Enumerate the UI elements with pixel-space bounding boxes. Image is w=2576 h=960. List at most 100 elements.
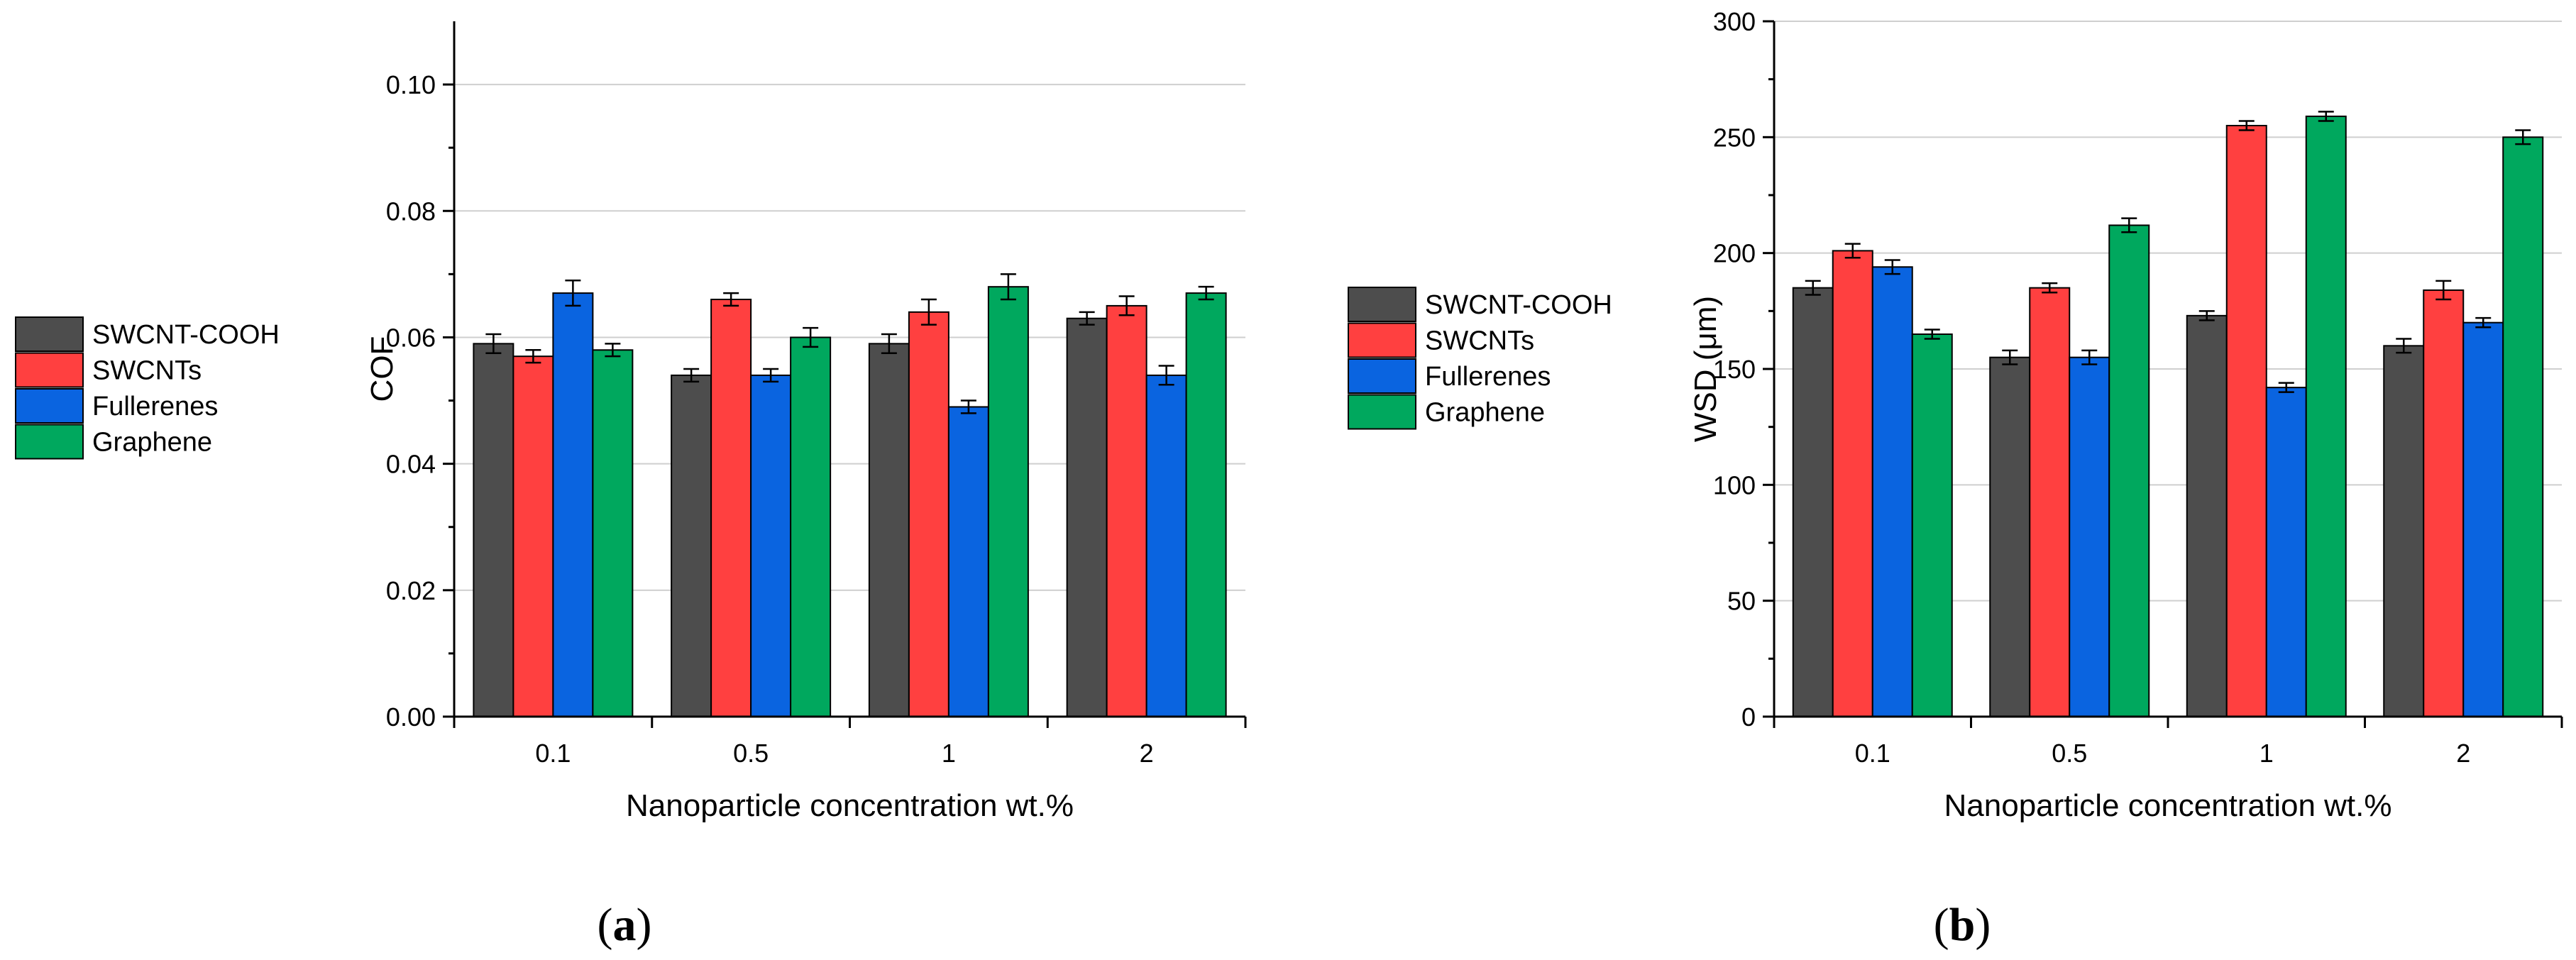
error-bar bbox=[2198, 310, 2215, 321]
bar-swcnt-cooh bbox=[2186, 314, 2228, 718]
error-bar bbox=[1079, 311, 1095, 326]
legend-swatch-swcnt-cooh bbox=[15, 316, 84, 352]
legend-label: Fullerenes bbox=[1425, 362, 1551, 392]
panel-caption: (a) bbox=[598, 899, 652, 951]
panel-caption: (b) bbox=[1934, 899, 1991, 951]
bar-swcnt-cooh bbox=[671, 374, 712, 718]
caption-open-paren: ( bbox=[1934, 899, 1949, 951]
bar-graphene bbox=[790, 336, 832, 718]
error-bar bbox=[2515, 129, 2531, 145]
error-bar bbox=[920, 298, 937, 326]
bar-graphene bbox=[2305, 115, 2347, 717]
bar-swcnt-cooh bbox=[2383, 345, 2425, 718]
error-bar bbox=[960, 399, 976, 414]
legend-label: Graphene bbox=[1425, 398, 1545, 428]
error-bar bbox=[2238, 120, 2255, 131]
x-tick-label: 0.5 bbox=[733, 739, 769, 768]
error-bar bbox=[565, 280, 581, 307]
y-tick-label: 0.00 bbox=[386, 702, 436, 732]
error-bar bbox=[1844, 243, 1861, 259]
x-tick-label: 1 bbox=[942, 739, 956, 768]
bar-swcnts bbox=[1106, 304, 1147, 717]
legend-swatch-graphene bbox=[15, 424, 84, 460]
bar-fullerenes bbox=[1145, 374, 1187, 718]
y-tick-label: 0.06 bbox=[386, 323, 436, 352]
legend-swatch-swcnt-cooh bbox=[1348, 287, 1416, 322]
bar-swcnt-cooh bbox=[1066, 317, 1108, 717]
legend-swatch-swcnts bbox=[1348, 322, 1416, 358]
y-tick-label: 200 bbox=[1713, 239, 1756, 268]
legend: SWCNT-COOH SWCNTs Fullerenes Graphene bbox=[15, 316, 280, 460]
panel-b-wsd-chart: 0 50 100 150 200 250 300 0.1 0.5 1 2 Nanoparticle c… bbox=[1348, 7, 2563, 951]
error-bar bbox=[485, 333, 502, 354]
error-bar bbox=[1158, 365, 1174, 386]
bar-swcnts bbox=[2029, 287, 2071, 717]
error-bar bbox=[2475, 316, 2492, 329]
error-bar bbox=[605, 343, 621, 358]
error-bar bbox=[683, 368, 700, 383]
bar-swcnt-cooh bbox=[1989, 356, 2031, 717]
bar-fullerenes bbox=[552, 292, 594, 718]
bar-fullerenes bbox=[2069, 356, 2110, 717]
y-tick-label: 0.08 bbox=[386, 197, 436, 226]
y-axis-title: COF bbox=[365, 336, 400, 402]
error-bar bbox=[2002, 349, 2018, 365]
legend: SWCNT-COOH SWCNTs Fullerenes Graphene bbox=[1348, 287, 1612, 430]
caption-close-paren: ) bbox=[1975, 899, 1991, 951]
legend-label: SWCNTs bbox=[1425, 326, 1534, 356]
bar-swcnts bbox=[2225, 125, 2267, 717]
bar-graphene bbox=[987, 286, 1029, 717]
legend-label: SWCNT-COOH bbox=[92, 320, 280, 350]
bar-graphene bbox=[592, 349, 634, 718]
x-tick-label: 0.1 bbox=[1855, 739, 1890, 768]
y-tick-label: 50 bbox=[1727, 587, 1756, 616]
bar-swcnts bbox=[512, 355, 554, 717]
y-tick-label: 0.04 bbox=[386, 450, 436, 479]
y-tick-label: 100 bbox=[1713, 470, 1756, 500]
panel-a-cof-chart: 0.00 0.02 0.04 0.06 0.08 0.10 0.1 0.5 1 2 Nanopart… bbox=[15, 21, 1247, 951]
y-tick-label: 0.10 bbox=[386, 70, 436, 99]
y-tick-label: 250 bbox=[1713, 123, 1756, 152]
error-bar bbox=[2081, 349, 2098, 365]
bar-fullerenes bbox=[2265, 387, 2307, 718]
bar-graphene bbox=[1911, 333, 1953, 717]
bar-fullerenes bbox=[947, 406, 989, 717]
error-bar bbox=[2318, 111, 2334, 122]
caption-letter: b bbox=[1949, 899, 1976, 951]
legend-swatch-fullerenes bbox=[1348, 358, 1416, 394]
error-bar bbox=[1884, 259, 1900, 275]
x-tick-label: 0.1 bbox=[535, 739, 571, 768]
bar-swcnt-cooh bbox=[473, 343, 514, 717]
bar-swcnts bbox=[1832, 250, 1873, 717]
error-bar bbox=[1198, 285, 1214, 301]
bar-swcnt-cooh bbox=[1792, 287, 1834, 717]
error-bar bbox=[2278, 382, 2294, 393]
error-bar bbox=[803, 326, 819, 348]
bar-fullerenes bbox=[2462, 321, 2504, 717]
bar-fullerenes bbox=[1871, 266, 1913, 717]
bar-swcnts bbox=[908, 311, 950, 717]
legend-label: Fullerenes bbox=[92, 392, 218, 421]
legend-swatch-graphene bbox=[1348, 394, 1416, 430]
error-bar bbox=[2121, 217, 2137, 233]
error-bar bbox=[2435, 280, 2452, 301]
x-axis-title: Nanoparticle concentration wt.% bbox=[1944, 788, 2392, 823]
error-bar bbox=[1805, 280, 1821, 296]
error-bar bbox=[525, 349, 541, 364]
legend-swatch-fullerenes bbox=[15, 388, 84, 424]
caption-open-paren: ( bbox=[598, 899, 613, 951]
caption-close-paren: ) bbox=[637, 899, 652, 951]
error-bar bbox=[1118, 295, 1135, 316]
x-tick-label: 2 bbox=[2456, 739, 2470, 768]
error-bar bbox=[1000, 273, 1016, 301]
error-bar bbox=[1924, 329, 1940, 340]
bar-graphene bbox=[2502, 136, 2544, 718]
error-bar bbox=[881, 333, 897, 354]
bar-graphene bbox=[1185, 292, 1227, 718]
error-bar bbox=[763, 368, 779, 383]
legend-swatch-swcnts bbox=[15, 352, 84, 388]
x-tick-label: 1 bbox=[2259, 739, 2274, 768]
x-axis-title: Nanoparticle concentration wt.% bbox=[626, 788, 1074, 823]
bar-graphene bbox=[2108, 224, 2150, 717]
x-tick-label: 2 bbox=[1140, 739, 1154, 768]
